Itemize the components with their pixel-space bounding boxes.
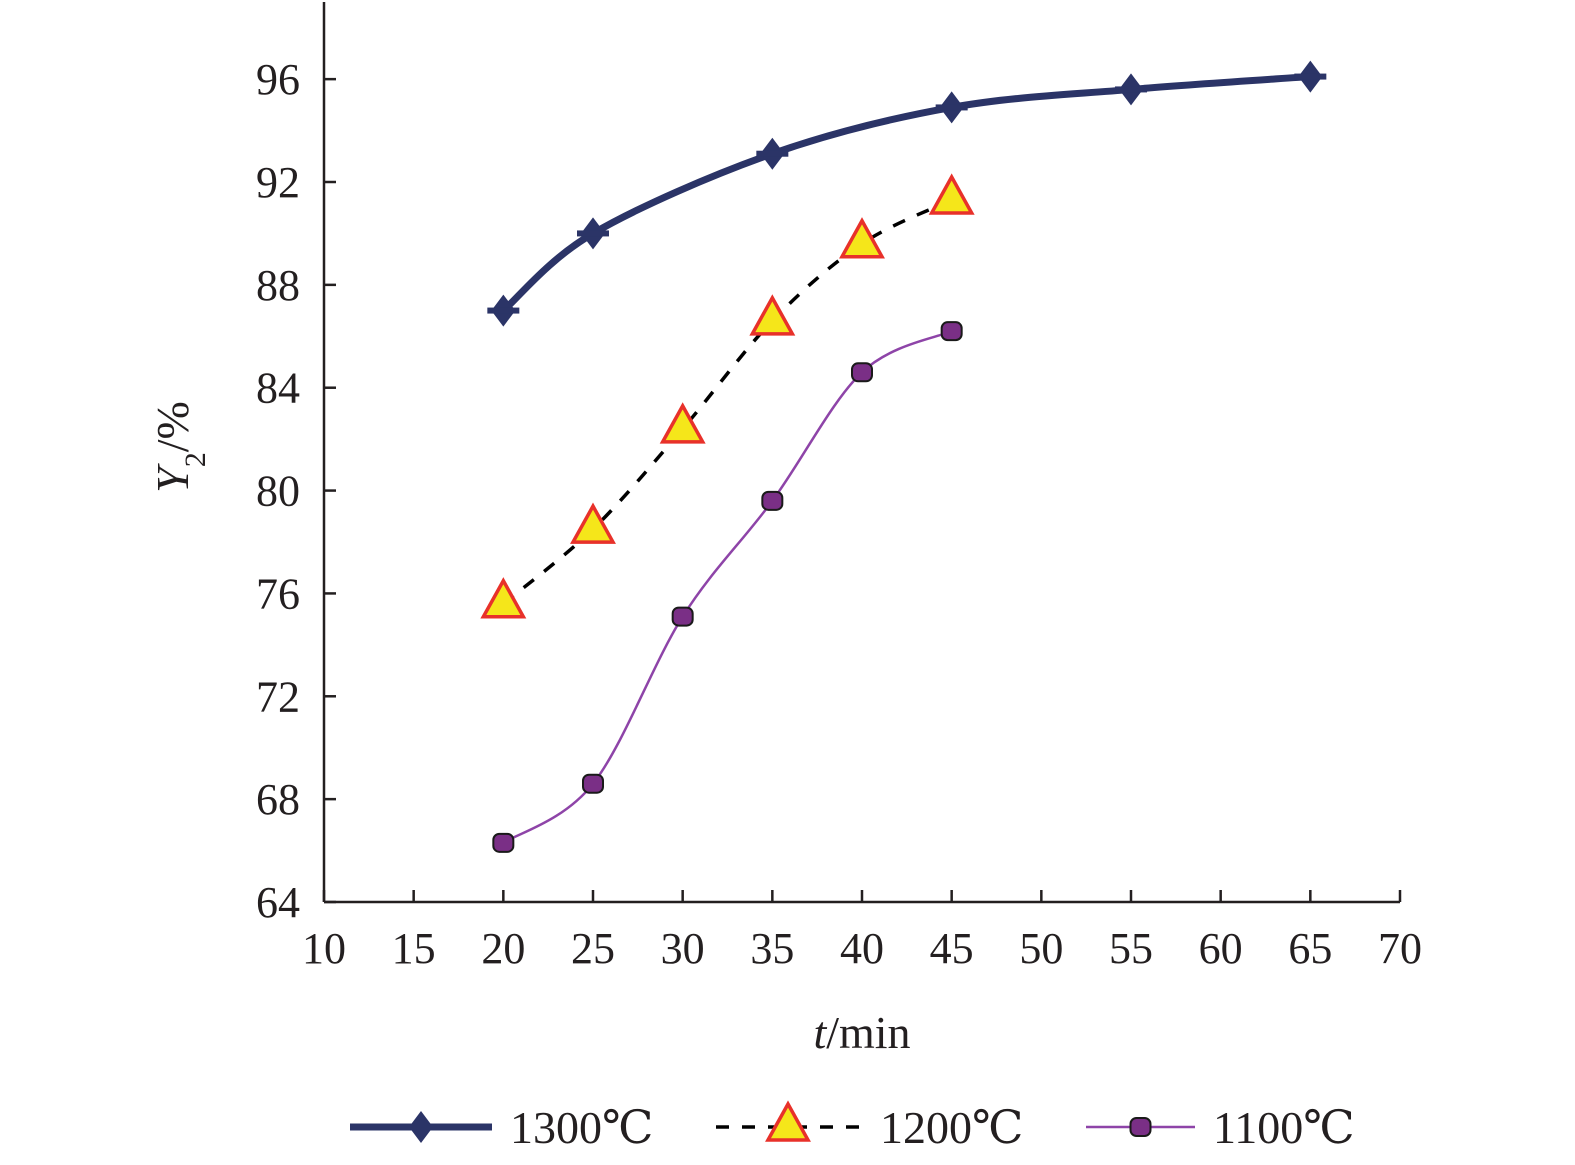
y-tick-label: 96 xyxy=(256,55,300,104)
x-tick-label: 60 xyxy=(1199,924,1243,973)
series-0-point xyxy=(487,294,520,327)
series-1-point xyxy=(839,217,885,259)
series-0-point-bar xyxy=(1115,86,1147,93)
x-tick-label: 35 xyxy=(750,924,794,973)
x-tick-label: 45 xyxy=(930,924,974,973)
legend-item-2-marker xyxy=(1129,1117,1152,1137)
series-1-point-triangle xyxy=(749,294,796,336)
series-0-point-bar xyxy=(1294,73,1327,80)
series-1 xyxy=(480,173,975,619)
y-axis-label: Y2/% xyxy=(147,401,212,493)
series-0-point xyxy=(577,217,609,250)
series-1-point xyxy=(749,294,796,336)
series-2-point xyxy=(851,362,873,383)
legend-item-0: 1300℃ xyxy=(350,1102,653,1153)
x-tick-label: 30 xyxy=(661,924,705,973)
series-1-point-triangle xyxy=(570,502,616,544)
y-tick-label: 76 xyxy=(256,569,300,618)
series-1-point xyxy=(570,502,616,544)
y-tick-label: 80 xyxy=(256,467,300,516)
x-tick-label: 20 xyxy=(481,924,525,973)
x-tick-label: 25 xyxy=(571,924,615,973)
x-axis-ticks: 10 15 20 25 30 35 40 45 50 55 60 65 70 xyxy=(302,890,1422,973)
series-1-point-triangle xyxy=(480,577,527,619)
series-2 xyxy=(492,321,963,853)
series-0-point xyxy=(756,137,789,170)
legend-item-1: 1200℃ xyxy=(716,1100,1023,1153)
y-tick-label: 84 xyxy=(256,364,300,413)
legend-item-2-marker-square xyxy=(1129,1117,1152,1137)
series-0-point-bar xyxy=(756,150,789,157)
y-tick-label: 68 xyxy=(256,775,300,824)
series-2-point-square xyxy=(492,832,515,853)
series-0-point xyxy=(1294,60,1327,93)
y-axis-label-sub: 2 xyxy=(179,452,212,467)
y-axis-ticks: 64 68 72 76 80 84 88 92 96 xyxy=(256,55,336,927)
series-2-point-square xyxy=(940,321,963,342)
x-tick-label: 70 xyxy=(1378,924,1422,973)
y-tick-label: 92 xyxy=(256,158,300,207)
legend-item-2-label: 1100℃ xyxy=(1213,1102,1355,1153)
x-tick-label: 15 xyxy=(392,924,436,973)
series-0-point xyxy=(1115,73,1147,106)
series-1-point xyxy=(928,173,975,215)
y-tick-label: 64 xyxy=(256,878,300,927)
series-2-point xyxy=(582,773,604,794)
series-2-point xyxy=(940,321,963,342)
series-0-point-bar xyxy=(935,104,968,111)
legend-item-1-marker xyxy=(765,1100,811,1142)
series-2-line xyxy=(502,329,953,844)
series-2-point xyxy=(492,832,515,853)
y-tick-label: 72 xyxy=(256,672,300,721)
x-axis-label-var: t xyxy=(813,1007,827,1058)
y-axis-label-unit: /% xyxy=(147,401,198,452)
y-axis-label-var: Y xyxy=(147,463,198,493)
series-0-line xyxy=(501,73,1311,314)
x-tick-label: 40 xyxy=(840,924,884,973)
x-tick-label: 50 xyxy=(1019,924,1063,973)
axes xyxy=(322,2,1400,904)
x-tick-label: 10 xyxy=(302,924,346,973)
series-2-point xyxy=(671,606,694,627)
legend: 1300℃ 1200℃ 1100℃ xyxy=(350,1100,1355,1153)
series-0 xyxy=(487,60,1327,327)
series-1-point-triangle xyxy=(928,173,975,215)
y-tick-label: 88 xyxy=(256,261,300,310)
series-1-point-triangle xyxy=(839,217,885,259)
series-1-point xyxy=(659,402,706,444)
plot-area xyxy=(480,60,1327,853)
series-2-point-square xyxy=(761,490,784,511)
legend-item-0-marker xyxy=(405,1111,437,1143)
legend-item-0-marker-bar xyxy=(405,1124,437,1130)
legend-item-2: 1100℃ xyxy=(1086,1102,1355,1153)
series-0-point xyxy=(935,91,968,124)
x-axis-label: t/min xyxy=(813,1007,910,1058)
series-2-point-square xyxy=(671,606,694,627)
x-tick-label: 55 xyxy=(1109,924,1153,973)
legend-item-0-label: 1300℃ xyxy=(510,1102,653,1153)
series-0-point-bar xyxy=(487,307,520,314)
series-1-point-triangle xyxy=(659,402,706,444)
x-axis-label-unit: /min xyxy=(826,1007,910,1058)
legend-item-1-marker-triangle xyxy=(765,1100,811,1142)
series-2-point-square xyxy=(582,773,604,794)
series-2-point-square xyxy=(851,362,873,383)
x-tick-label: 65 xyxy=(1288,924,1332,973)
series-0-point-bar xyxy=(577,230,609,237)
series-1-point xyxy=(480,577,527,619)
legend-item-1-label: 1200℃ xyxy=(880,1102,1023,1153)
series-2-point xyxy=(761,490,784,511)
